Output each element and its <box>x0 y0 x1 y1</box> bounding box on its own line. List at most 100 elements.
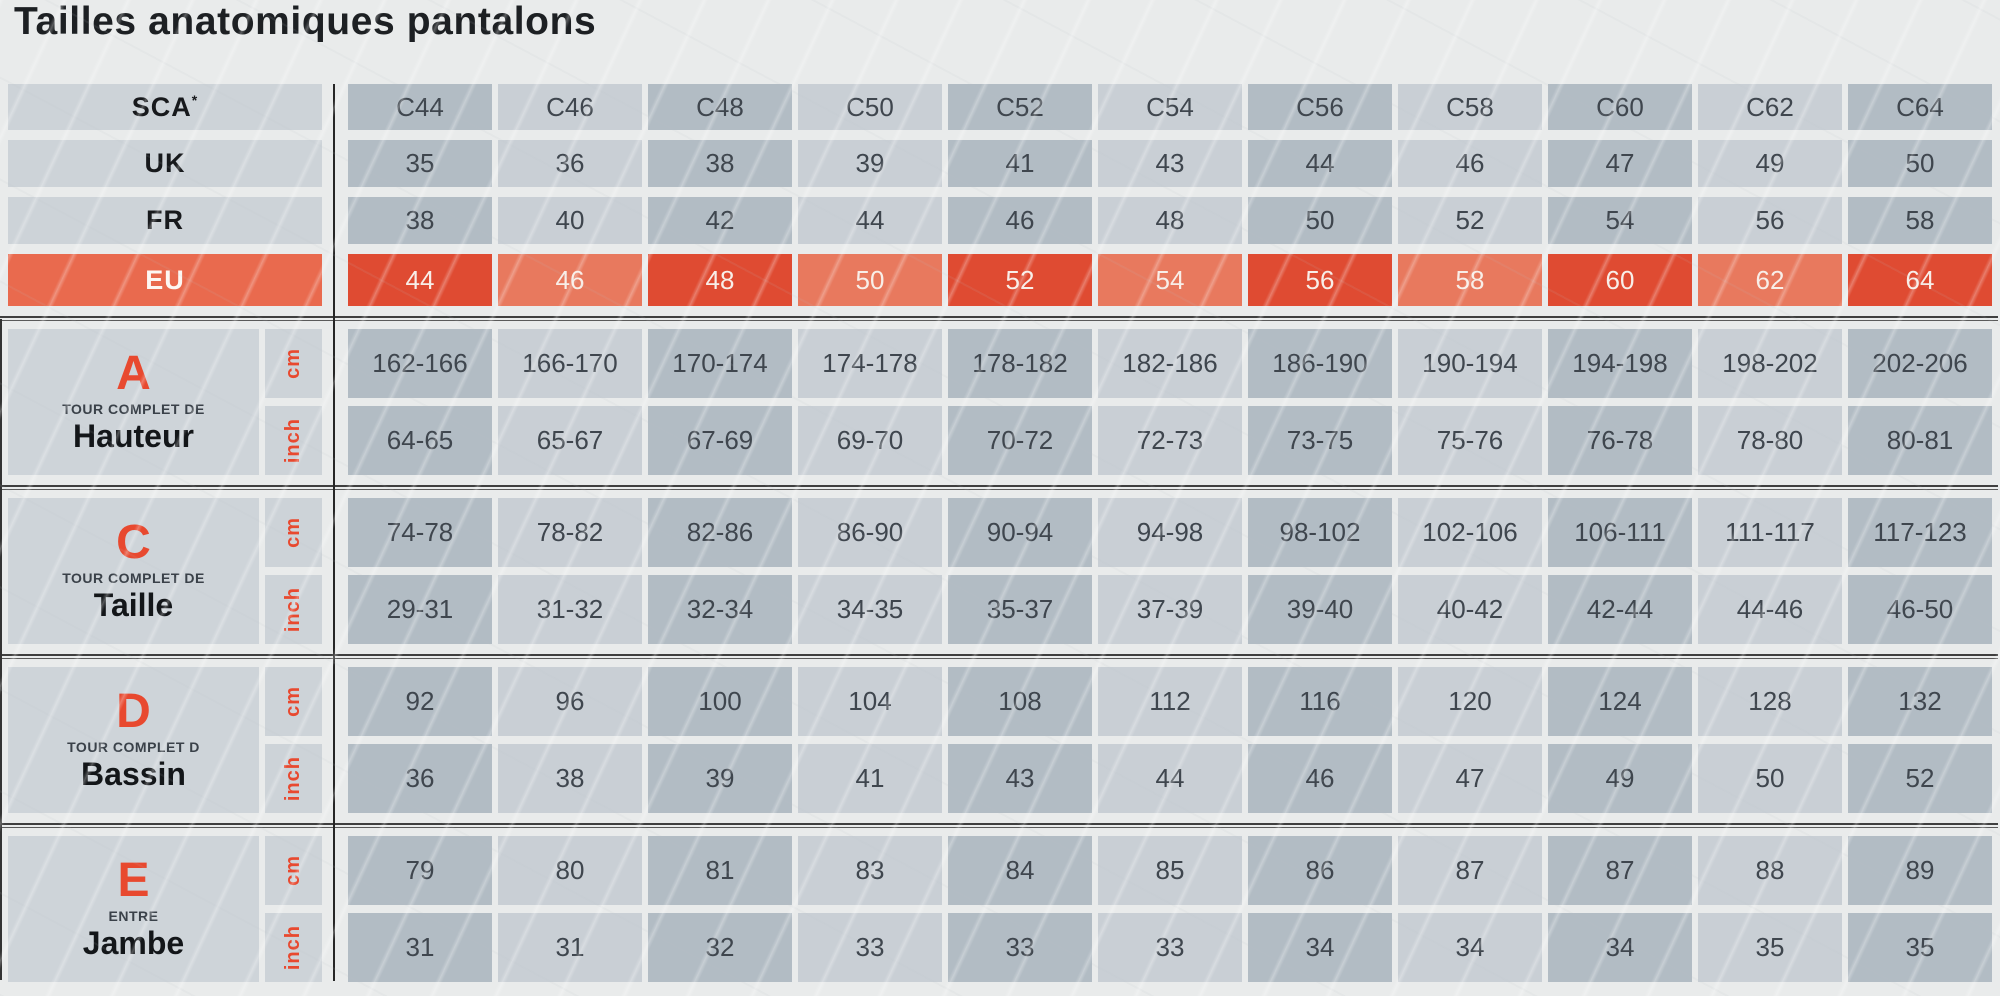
unit-text: inch <box>282 924 304 971</box>
size-cell: 42 <box>648 197 792 244</box>
size-cell: 58 <box>1848 197 1992 244</box>
section-divider <box>0 654 1998 659</box>
size-cell: 78-80 <box>1698 406 1842 475</box>
size-table: SCA * C44 C46 C48 C50 C52 C54 C56 C58 C60… <box>0 84 1998 982</box>
row-label-sca-text: SCA <box>131 91 192 122</box>
section-label-bassin: D TOUR COMPLET D Bassin <box>8 667 259 813</box>
size-cell: 111-117 <box>1698 498 1842 567</box>
size-cell: 69-70 <box>798 406 942 475</box>
unit-text: inch <box>282 417 304 464</box>
section-letter: A <box>116 346 151 400</box>
size-cell: 44 <box>348 254 492 306</box>
size-cell: 124 <box>1548 667 1692 736</box>
size-cell: 32 <box>648 913 792 982</box>
page-title: Tailles anatomiques pantalons <box>14 0 597 43</box>
size-cell: C54 <box>1098 84 1242 130</box>
size-cell: 162-166 <box>348 329 492 398</box>
size-cell: 62 <box>1698 254 1842 306</box>
size-cell: 31 <box>348 913 492 982</box>
size-cell: 67-69 <box>648 406 792 475</box>
size-cell: 46 <box>1248 744 1392 813</box>
size-cell: 40 <box>498 197 642 244</box>
uk-values-row: 35 36 38 39 41 43 44 46 47 49 50 <box>348 140 1992 187</box>
cm-values-row: 79 80 81 83 84 85 86 87 87 88 89 <box>348 836 1992 905</box>
size-cell: 44-46 <box>1698 575 1842 644</box>
size-cell: 174-178 <box>798 329 942 398</box>
size-cell: 80-81 <box>1848 406 1992 475</box>
size-cell: 36 <box>498 140 642 187</box>
size-cell: 46-50 <box>1848 575 1992 644</box>
size-cell: 31-32 <box>498 575 642 644</box>
size-cell: 87 <box>1398 836 1542 905</box>
section-subtitle: TOUR COMPLET DE <box>62 569 205 586</box>
size-cell: 35 <box>1698 913 1842 982</box>
size-cell: 84 <box>948 836 1092 905</box>
section-subtitle: TOUR COMPLET DE <box>62 400 205 417</box>
unit-text: cm <box>282 517 304 548</box>
unit-column: cm inch <box>265 498 322 644</box>
unit-label-cm: cm <box>265 667 322 736</box>
header-row-eu: EU 44 46 48 50 52 54 56 58 60 62 64 <box>8 254 1992 306</box>
inch-values-row: 36 38 39 41 43 44 46 47 49 50 52 <box>348 744 1992 813</box>
section-subtitle: TOUR COMPLET D <box>67 738 200 755</box>
section-name: Taille <box>93 586 174 623</box>
size-cell: 64 <box>1848 254 1992 306</box>
size-cell: C64 <box>1848 84 1992 130</box>
size-cell: 44 <box>798 197 942 244</box>
size-cell: 194-198 <box>1548 329 1692 398</box>
size-cell: 58 <box>1398 254 1542 306</box>
size-cell: 32-34 <box>648 575 792 644</box>
size-cell: C58 <box>1398 84 1542 130</box>
size-cell: 102-106 <box>1398 498 1542 567</box>
header-row-uk: UK 35 36 38 39 41 43 44 46 47 49 50 <box>8 140 1992 187</box>
size-cell: 81 <box>648 836 792 905</box>
size-cell: 37-39 <box>1098 575 1242 644</box>
unit-text: cm <box>282 348 304 379</box>
size-cell: 29-31 <box>348 575 492 644</box>
section-divider <box>0 485 1998 490</box>
size-cell: 92 <box>348 667 492 736</box>
size-cell: 85 <box>1098 836 1242 905</box>
size-system-header: SCA * C44 C46 C48 C50 C52 C54 C56 C58 C60… <box>8 84 1992 306</box>
size-cell: 198-202 <box>1698 329 1842 398</box>
size-cell: 48 <box>1098 197 1242 244</box>
size-cell: 40-42 <box>1398 575 1542 644</box>
row-label-fr: FR <box>8 197 322 244</box>
header-row-sca: SCA * C44 C46 C48 C50 C52 C54 C56 C58 C60… <box>8 84 1992 130</box>
size-cell: 70-72 <box>948 406 1092 475</box>
cm-values-row: 74-78 78-82 82-86 86-90 90-94 94-98 98-1… <box>348 498 1992 567</box>
size-cell: 96 <box>498 667 642 736</box>
section-label-taille: C TOUR COMPLET DE Taille <box>8 498 259 644</box>
size-cell: 52 <box>1848 744 1992 813</box>
size-cell: 75-76 <box>1398 406 1542 475</box>
size-cell: 41 <box>798 744 942 813</box>
size-cell: 50 <box>1248 197 1392 244</box>
cm-values-row: 162-166 166-170 170-174 174-178 178-182 … <box>348 329 1992 398</box>
section-values: 79 80 81 83 84 85 86 87 87 88 89 31 31 3… <box>322 836 1992 982</box>
inch-values-row: 31 31 32 33 33 33 34 34 34 35 35 <box>348 913 1992 982</box>
size-cell: 39 <box>648 744 792 813</box>
section-letter: C <box>116 515 151 569</box>
row-label-sca: SCA * <box>8 84 322 130</box>
size-cell: 190-194 <box>1398 329 1542 398</box>
section-label-hauteur: A TOUR COMPLET DE Hauteur <box>8 329 259 475</box>
size-cell: 35-37 <box>948 575 1092 644</box>
size-cell: C60 <box>1548 84 1692 130</box>
size-cell: 35 <box>348 140 492 187</box>
size-cell: 38 <box>498 744 642 813</box>
section-taille: C TOUR COMPLET DE Taille cm inch 74-78 7… <box>8 498 1992 644</box>
section-name: Jambe <box>82 924 185 961</box>
size-cell: 170-174 <box>648 329 792 398</box>
unit-label-inch: inch <box>265 406 322 475</box>
unit-text: inch <box>282 755 304 802</box>
fr-values-row: 38 40 42 44 46 48 50 52 54 56 58 <box>348 197 1992 244</box>
size-cell: C46 <box>498 84 642 130</box>
size-cell: 46 <box>948 197 1092 244</box>
section-divider <box>0 316 1998 321</box>
size-cell: 47 <box>1398 744 1542 813</box>
size-cell: 88 <box>1698 836 1842 905</box>
size-cell: 87 <box>1548 836 1692 905</box>
size-cell: 64-65 <box>348 406 492 475</box>
unit-label-inch: inch <box>265 744 322 813</box>
